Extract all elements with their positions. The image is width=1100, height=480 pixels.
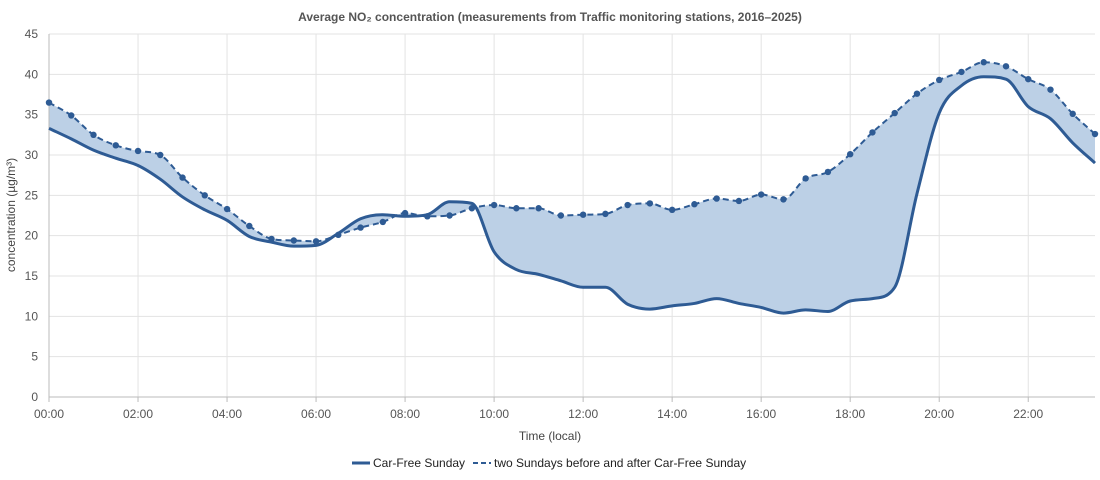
data-point-two-sundays[interactable] bbox=[513, 205, 520, 212]
data-point-two-sundays[interactable] bbox=[624, 201, 631, 209]
y-tick-label: 35 bbox=[25, 108, 39, 122]
data-point-two-sundays[interactable] bbox=[268, 235, 275, 243]
series-layer bbox=[48, 61, 1097, 315]
x-tick-label: 06:00 bbox=[301, 407, 331, 421]
x-tick-label: 22:00 bbox=[1013, 407, 1043, 421]
data-point-two-sundays[interactable] bbox=[468, 205, 476, 212]
data-point-two-sundays[interactable] bbox=[357, 224, 364, 231]
data-point-two-sundays[interactable] bbox=[757, 191, 765, 198]
y-tick-label: 40 bbox=[25, 67, 39, 81]
data-point-two-sundays[interactable] bbox=[535, 205, 542, 212]
data-point-two-sundays[interactable] bbox=[802, 175, 809, 182]
data-point-two-sundays[interactable] bbox=[958, 68, 965, 76]
y-tick-label: 25 bbox=[25, 188, 39, 202]
band-layer bbox=[49, 62, 1095, 314]
y-tick-label: 5 bbox=[31, 350, 38, 364]
x-tick-label: 08:00 bbox=[390, 407, 420, 421]
data-point-two-sundays[interactable] bbox=[379, 218, 387, 226]
data-point-two-sundays[interactable] bbox=[446, 212, 453, 219]
data-point-two-sundays[interactable] bbox=[557, 212, 565, 219]
y-tick-label: 15 bbox=[25, 269, 39, 283]
data-point-two-sundays[interactable] bbox=[312, 238, 320, 245]
data-point-two-sundays[interactable] bbox=[1002, 63, 1010, 70]
data-point-two-sundays[interactable] bbox=[68, 112, 75, 119]
legend-item-two-sundays[interactable]: two Sundays before and after Car-Free Su… bbox=[473, 456, 746, 470]
chart-title: Average NO₂ concentration (measurements … bbox=[298, 10, 802, 24]
axes bbox=[48, 34, 1095, 402]
data-point-two-sundays[interactable] bbox=[201, 192, 208, 199]
x-axis-title: Time (local) bbox=[519, 429, 581, 443]
data-point-two-sundays[interactable] bbox=[179, 174, 186, 181]
y-axis-title: concentration (µg/m³) bbox=[4, 158, 18, 272]
legend-label-two-sundays: two Sundays before and after Car-Free Su… bbox=[494, 456, 746, 470]
data-point-two-sundays[interactable] bbox=[335, 231, 342, 239]
data-point-two-sundays[interactable] bbox=[735, 197, 743, 205]
data-point-two-sundays[interactable] bbox=[134, 147, 142, 155]
data-point-two-sundays[interactable] bbox=[112, 142, 119, 149]
x-tick-label: 18:00 bbox=[835, 407, 865, 421]
legend-item-car-free[interactable]: Car-Free Sunday bbox=[352, 456, 465, 470]
x-tick-label: 16:00 bbox=[746, 407, 776, 421]
data-point-two-sundays[interactable] bbox=[1069, 110, 1076, 118]
difference-band bbox=[49, 62, 1095, 314]
data-point-two-sundays[interactable] bbox=[846, 150, 854, 158]
data-point-two-sundays[interactable] bbox=[869, 129, 876, 136]
legend-label-car-free: Car-Free Sunday bbox=[373, 456, 465, 470]
x-tick-label: 04:00 bbox=[212, 407, 242, 421]
data-point-two-sundays[interactable] bbox=[824, 168, 832, 176]
x-tick-labels: 00:00 02:00 04:00 06:00 08:00 10:00 12:00 14:00… bbox=[34, 407, 1044, 421]
data-point-two-sundays[interactable] bbox=[691, 201, 698, 208]
series-line-two-sundays bbox=[48, 61, 1096, 243]
y-tick-label: 30 bbox=[25, 148, 39, 162]
data-point-two-sundays[interactable] bbox=[668, 206, 676, 214]
data-point-two-sundays[interactable] bbox=[157, 151, 164, 159]
x-tick-label: 20:00 bbox=[924, 407, 954, 421]
data-point-two-sundays[interactable] bbox=[646, 200, 654, 207]
x-tick-label: 10:00 bbox=[479, 407, 509, 421]
y-tick-label: 0 bbox=[31, 390, 38, 404]
y-tick-labels: 0 5 10 15 20 25 30 35 40 45 bbox=[25, 27, 39, 404]
data-point-two-sundays[interactable] bbox=[980, 59, 987, 66]
legend[interactable]: Car-Free Sunday two Sundays before and a… bbox=[352, 456, 746, 470]
marker-layer bbox=[45, 59, 1099, 245]
data-point-two-sundays[interactable] bbox=[90, 131, 97, 139]
data-point-two-sundays[interactable] bbox=[1047, 86, 1054, 93]
data-point-two-sundays[interactable] bbox=[246, 222, 253, 230]
data-point-two-sundays[interactable] bbox=[401, 209, 409, 217]
x-tick-label: 12:00 bbox=[568, 407, 598, 421]
data-point-two-sundays[interactable] bbox=[602, 210, 609, 218]
x-tick-label: 14:00 bbox=[657, 407, 687, 421]
data-point-two-sundays[interactable] bbox=[891, 109, 898, 117]
y-tick-label: 45 bbox=[25, 27, 39, 41]
data-point-two-sundays[interactable] bbox=[45, 99, 53, 106]
data-point-two-sundays[interactable] bbox=[290, 237, 298, 244]
data-point-two-sundays[interactable] bbox=[1025, 75, 1032, 83]
y-tick-label: 10 bbox=[25, 309, 39, 323]
data-point-two-sundays[interactable] bbox=[579, 211, 587, 218]
x-tick-label: 02:00 bbox=[123, 407, 153, 421]
data-point-two-sundays[interactable] bbox=[713, 195, 720, 202]
data-point-two-sundays[interactable] bbox=[936, 76, 943, 84]
series-line-car-free-sunday bbox=[48, 75, 1097, 315]
x-tick-label: 00:00 bbox=[34, 407, 64, 421]
data-point-two-sundays[interactable] bbox=[424, 213, 431, 220]
data-point-two-sundays[interactable] bbox=[490, 201, 498, 209]
data-point-two-sundays[interactable] bbox=[223, 205, 231, 213]
data-point-two-sundays[interactable] bbox=[1091, 130, 1099, 138]
data-point-two-sundays[interactable] bbox=[913, 90, 921, 97]
y-tick-label: 20 bbox=[25, 229, 39, 243]
data-point-two-sundays[interactable] bbox=[780, 196, 787, 203]
